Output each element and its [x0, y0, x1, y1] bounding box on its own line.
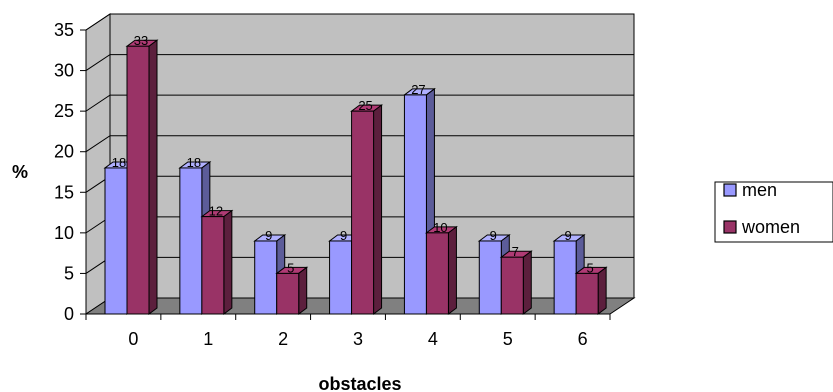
x-axis-title: obstacles — [318, 374, 401, 392]
data-label-men-5: 9 — [490, 228, 497, 243]
data-label-women-0: 33 — [134, 33, 148, 48]
data-label-women-1: 12 — [209, 204, 223, 219]
data-label-men-2: 9 — [265, 228, 272, 243]
data-label-men-4: 27 — [411, 82, 425, 97]
gridline — [85, 13, 634, 31]
y-tick-label: 25 — [54, 101, 74, 121]
bar-women-2 — [275, 266, 309, 315]
bar-women-1 — [200, 209, 234, 315]
bar-series — [103, 39, 608, 315]
x-tick-label: 6 — [578, 329, 588, 349]
y-tick-label: 30 — [54, 61, 74, 81]
x-axis-ticks: 0 1 2 3 4 5 6 — [85, 314, 611, 349]
bar-women-6 — [574, 266, 608, 315]
data-label-women-5: 7 — [512, 244, 519, 259]
data-label-women-4: 10 — [433, 220, 447, 235]
x-tick-label: 3 — [353, 329, 363, 349]
legend-label-men: men — [742, 180, 777, 200]
data-label-men-3: 9 — [340, 228, 347, 243]
bar-women-3 — [350, 104, 384, 315]
legend-swatch-men — [723, 183, 737, 197]
x-tick-label: 4 — [428, 329, 438, 349]
y-tick-label: 10 — [54, 223, 74, 243]
y-tick-label: 35 — [54, 20, 74, 40]
x-tick-label: 2 — [278, 329, 288, 349]
y-tick-label: 0 — [64, 304, 74, 324]
gridline — [85, 135, 634, 153]
bar-women-0 — [125, 39, 159, 315]
gridline — [85, 54, 634, 71]
gridline — [85, 94, 634, 112]
data-label-men-1: 18 — [187, 155, 201, 170]
data-label-men-6: 9 — [565, 228, 572, 243]
y-tick-label: 5 — [64, 263, 74, 283]
data-label-women-6: 5 — [587, 260, 594, 275]
data-label-women-2: 5 — [287, 260, 294, 275]
x-tick-label: 1 — [203, 329, 213, 349]
legend: men women — [714, 180, 833, 243]
x-tick-label: 0 — [128, 329, 138, 349]
legend-label-women: women — [741, 217, 800, 237]
y-axis-ticks: 0 5 10 15 20 25 30 35 — [54, 20, 87, 324]
y-axis-title: % — [12, 162, 28, 182]
y-tick-label: 20 — [54, 142, 74, 162]
bar-women-4 — [424, 225, 458, 315]
bar-women-5 — [499, 250, 533, 315]
y-tick-label: 15 — [54, 182, 74, 202]
x-tick-label: 5 — [503, 329, 513, 349]
legend-swatch-women — [723, 220, 737, 234]
data-label-men-0: 18 — [112, 155, 126, 170]
data-label-women-3: 25 — [358, 98, 372, 113]
